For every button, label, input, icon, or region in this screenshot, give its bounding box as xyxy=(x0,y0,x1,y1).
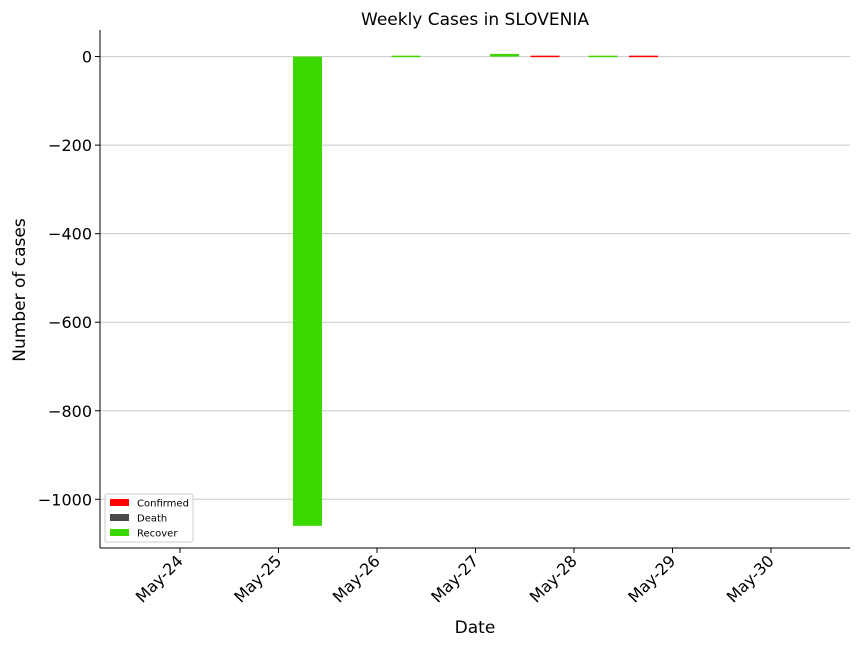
bar-recover xyxy=(588,55,618,58)
legend-swatch-confirmed xyxy=(110,499,129,506)
x-tick-label: May-26 xyxy=(329,551,384,606)
x-tick-label: May-30 xyxy=(723,551,778,606)
x-tick-label: May-27 xyxy=(427,551,482,606)
legend-swatch-death xyxy=(110,514,129,521)
y-ticks: 0 −200 −400 −600 −800 −1000 xyxy=(38,48,100,509)
y-axis-label: Number of cases xyxy=(10,218,30,362)
x-tick-label: May-25 xyxy=(230,551,285,606)
legend: Confirmed Death Recover xyxy=(104,493,194,543)
bar-recover xyxy=(391,55,421,58)
y-tick-label: 0 xyxy=(82,48,92,67)
x-tick-label: May-24 xyxy=(132,551,187,606)
legend-label-recover: Recover xyxy=(137,529,178,540)
x-tick-label: May-29 xyxy=(624,551,679,606)
legend-swatch-recover xyxy=(110,529,129,536)
bar-recover xyxy=(293,56,322,526)
y-tick-label: −400 xyxy=(48,225,92,244)
x-axis-label: Date xyxy=(455,618,496,638)
bar-recover xyxy=(490,53,519,57)
y-tick-label: −1000 xyxy=(38,490,92,509)
chart-title: Weekly Cases in SLOVENIA xyxy=(361,10,589,30)
y-tick-label: −200 xyxy=(48,136,92,155)
bar-confirmed xyxy=(629,55,658,58)
legend-label-confirmed: Confirmed xyxy=(137,499,189,510)
x-ticks: May-24 May-25 May-26 May-27 May-28 May-29 May-… xyxy=(132,548,778,607)
y-tick-label: −600 xyxy=(48,313,92,332)
bars xyxy=(293,53,658,526)
x-tick-label: May-28 xyxy=(526,551,581,606)
bar-confirmed xyxy=(530,55,560,58)
grid-lines xyxy=(100,56,850,500)
legend-label-death: Death xyxy=(137,514,167,525)
axes xyxy=(99,30,850,549)
y-tick-label: −800 xyxy=(48,402,92,421)
